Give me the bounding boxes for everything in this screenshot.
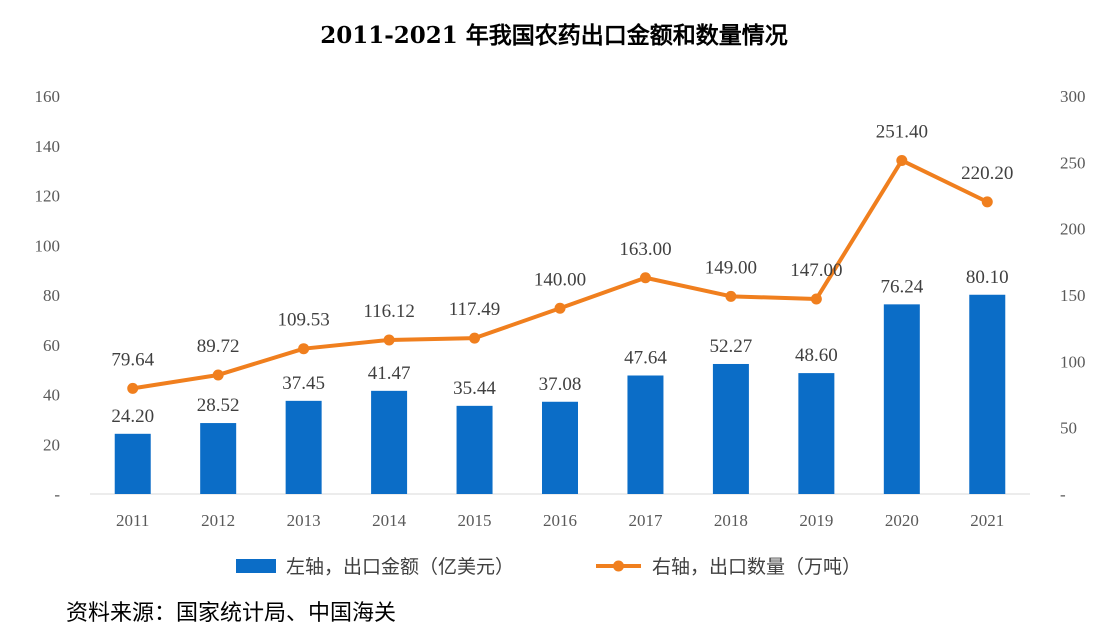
line-point	[554, 302, 566, 314]
line-point	[725, 290, 737, 302]
line-point	[469, 332, 481, 344]
line-point	[212, 369, 224, 381]
right-tick-label: 250	[1060, 153, 1086, 172]
line-data-label: 147.00	[790, 260, 842, 281]
right-tick-label: 100	[1060, 352, 1086, 371]
left-tick-label: 160	[35, 87, 61, 106]
left-tick-label: 120	[35, 187, 61, 206]
line-point	[896, 154, 908, 166]
bar-data-label: 37.08	[539, 374, 582, 395]
line-point	[810, 293, 822, 305]
x-tick-label: 2011	[116, 511, 149, 530]
right-axis: - 50 100 150 200 250 300	[1060, 87, 1086, 504]
line-point	[383, 334, 395, 346]
bar-data-label: 41.47	[368, 363, 411, 384]
legend-line-label: 右轴，出口数量（万吨）	[652, 556, 861, 578]
source-note: 资料来源：国家统计局、中国海关	[66, 601, 396, 626]
line-point	[639, 272, 651, 284]
line-point	[127, 382, 139, 394]
bar-data-label: 28.52	[197, 395, 240, 416]
bar-data-label: 24.20	[111, 406, 154, 427]
left-tick-label: 20	[43, 435, 60, 454]
bar-data-label: 37.45	[282, 373, 325, 394]
chart-title: 2011-2021 年我国农药出口金额和数量情况	[320, 22, 788, 49]
x-tick-label: 2021	[970, 511, 1004, 530]
bar	[371, 390, 408, 494]
bar	[200, 423, 237, 494]
bar	[627, 375, 664, 494]
line-data-label: 140.00	[534, 269, 586, 290]
bar	[285, 400, 322, 494]
bar	[883, 304, 920, 494]
left-tick-label: 140	[35, 137, 61, 156]
line-point	[981, 196, 993, 208]
line-data-label: 89.72	[197, 336, 240, 357]
bar-data-label: 35.44	[453, 378, 496, 399]
line-point	[298, 343, 310, 355]
line-data-label: 109.53	[278, 310, 330, 331]
right-tick-label: 150	[1060, 286, 1086, 305]
line-data-label: 220.20	[961, 163, 1013, 184]
right-tick-label: 200	[1060, 220, 1086, 239]
right-tick-label: 300	[1060, 87, 1086, 106]
bar-series: 24.20 28.52 37.45 41.47 35.44 37.08 47.64 52.27…	[111, 267, 1009, 494]
right-tick-label: 50	[1060, 419, 1077, 438]
bar	[542, 401, 578, 494]
line-data-label: 117.49	[449, 299, 501, 320]
left-tick-label: -	[54, 485, 60, 504]
legend-bar-swatch	[236, 559, 276, 573]
line-data-label: 149.00	[705, 257, 757, 278]
x-tick-label: 2020	[885, 511, 919, 530]
line-series: 79.64 89.72 109.53 116.12 117.49 140.00 163.00…	[111, 121, 1013, 394]
x-tick-label: 2017	[628, 511, 663, 530]
bar	[969, 294, 1006, 494]
x-tick-label: 2019	[799, 511, 833, 530]
legend-bar-label: 左轴，出口金额（亿美元）	[286, 556, 514, 578]
left-tick-label: 80	[43, 286, 60, 305]
bar-data-label: 47.64	[624, 347, 667, 368]
x-tick-label: 2018	[714, 511, 748, 530]
bar	[798, 373, 835, 494]
x-tick-label: 2015	[458, 511, 492, 530]
left-tick-label: 100	[35, 236, 61, 255]
line-data-label: 79.64	[111, 349, 154, 370]
bar	[114, 433, 151, 494]
left-axis: - 20 40 60 80 100 120 140 160	[35, 87, 61, 504]
line-data-label: 163.00	[619, 239, 671, 260]
x-tick-label: 2014	[372, 511, 407, 530]
legend-line-marker	[613, 560, 624, 572]
bar-data-label: 48.60	[795, 345, 838, 366]
x-tick-label: 2016	[543, 511, 577, 530]
line-data-label: 251.40	[876, 121, 928, 142]
x-tick-label: 2012	[201, 511, 235, 530]
x-axis: 2011 2012 2013 2014 2015 2016 2017 2018 2019 2020…	[116, 511, 1004, 530]
legend: 左轴，出口金额（亿美元） 右轴，出口数量（万吨）	[236, 556, 861, 578]
line-data-label: 116.12	[363, 301, 415, 322]
bar-data-label: 80.10	[966, 267, 1009, 288]
right-tick-label: -	[1060, 485, 1066, 504]
x-tick-label: 2013	[287, 511, 321, 530]
bar	[712, 363, 749, 494]
bar-data-label: 52.27	[710, 336, 753, 357]
left-tick-label: 60	[43, 336, 60, 355]
bar	[456, 405, 493, 494]
bar-data-label: 76.24	[880, 276, 923, 297]
left-tick-label: 40	[43, 386, 60, 405]
